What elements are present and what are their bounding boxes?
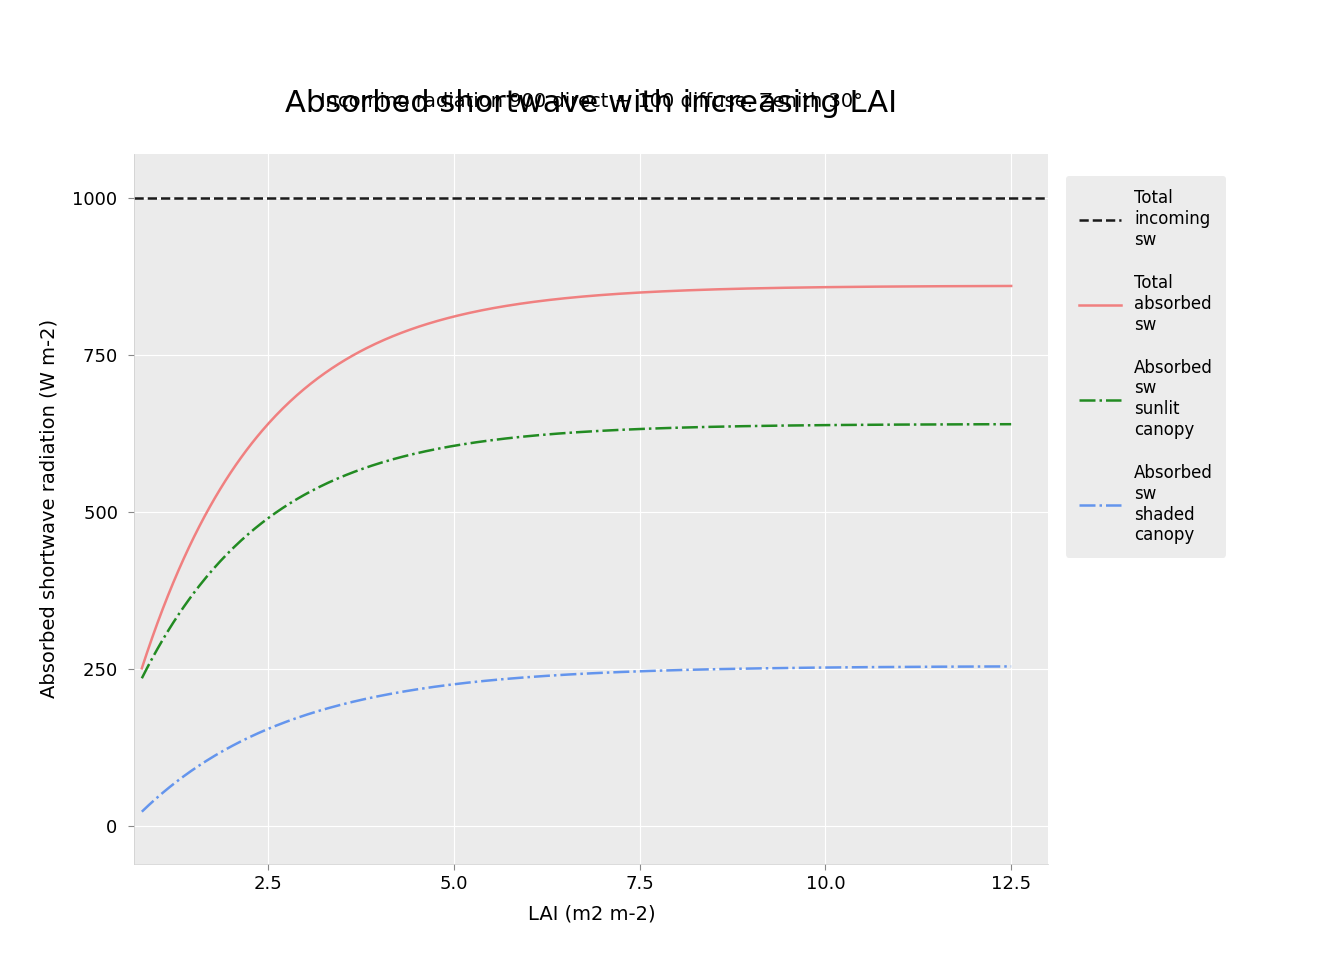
Total
absorbed
sw (547, 294, 563, 305)
Absorbed
sw
sunlit
canopy (982, 419, 999, 430)
Absorbed
sw
sunlit
canopy (1003, 419, 1019, 430)
Absorbed
sw
sunlit
canopy (652, 422, 668, 434)
Legend: Total
incoming
sw, Total
absorbed
sw, Absorbed
sw
sunlit
canopy, Absorbed
sw
sha: Total incoming sw, Total absorbed sw, Ab… (1066, 176, 1226, 558)
Total
incoming
sw (149, 192, 165, 204)
X-axis label: LAI (m2 m-2): LAI (m2 m-2) (528, 904, 655, 924)
Line: Absorbed
sw
shaded
canopy: Absorbed sw shaded canopy (142, 666, 1011, 812)
Absorbed
sw
sunlit
canopy (552, 428, 569, 440)
Absorbed
sw
shaded
canopy (1003, 660, 1019, 672)
Total
absorbed
sw (134, 662, 151, 674)
Title: Absorbed shortwave with increasing LAI: Absorbed shortwave with increasing LAI (285, 89, 898, 118)
Absorbed
sw
shaded
canopy (552, 669, 569, 681)
Absorbed
sw
sunlit
canopy (134, 673, 151, 684)
Total
absorbed
sw (552, 293, 569, 304)
Line: Total
absorbed
sw: Total absorbed sw (142, 286, 1011, 668)
Total
absorbed
sw (847, 281, 863, 293)
Absorbed
sw
shaded
canopy (652, 665, 668, 677)
Total
absorbed
sw (605, 289, 621, 300)
Total
incoming
sw (74, 192, 90, 204)
Absorbed
sw
sunlit
canopy (605, 424, 621, 436)
Absorbed
sw
shaded
canopy (982, 660, 999, 672)
Line: Absorbed
sw
sunlit
canopy: Absorbed sw sunlit canopy (142, 424, 1011, 679)
Absorbed
sw
shaded
canopy (547, 669, 563, 681)
Total
absorbed
sw (652, 286, 668, 298)
Absorbed
sw
sunlit
canopy (547, 428, 563, 440)
Absorbed
sw
shaded
canopy (847, 661, 863, 673)
Total
absorbed
sw (1003, 280, 1019, 292)
Absorbed
sw
sunlit
canopy (847, 420, 863, 431)
Absorbed
sw
shaded
canopy (134, 806, 151, 818)
Total
absorbed
sw (982, 280, 999, 292)
Absorbed
sw
shaded
canopy (605, 666, 621, 678)
Text: Incoming radiation 900 direct + 100 diffuse. Zenith 30°: Incoming radiation 900 direct + 100 diff… (320, 92, 863, 111)
Y-axis label: Absorbed shortwave radiation (W m-2): Absorbed shortwave radiation (W m-2) (39, 320, 59, 698)
